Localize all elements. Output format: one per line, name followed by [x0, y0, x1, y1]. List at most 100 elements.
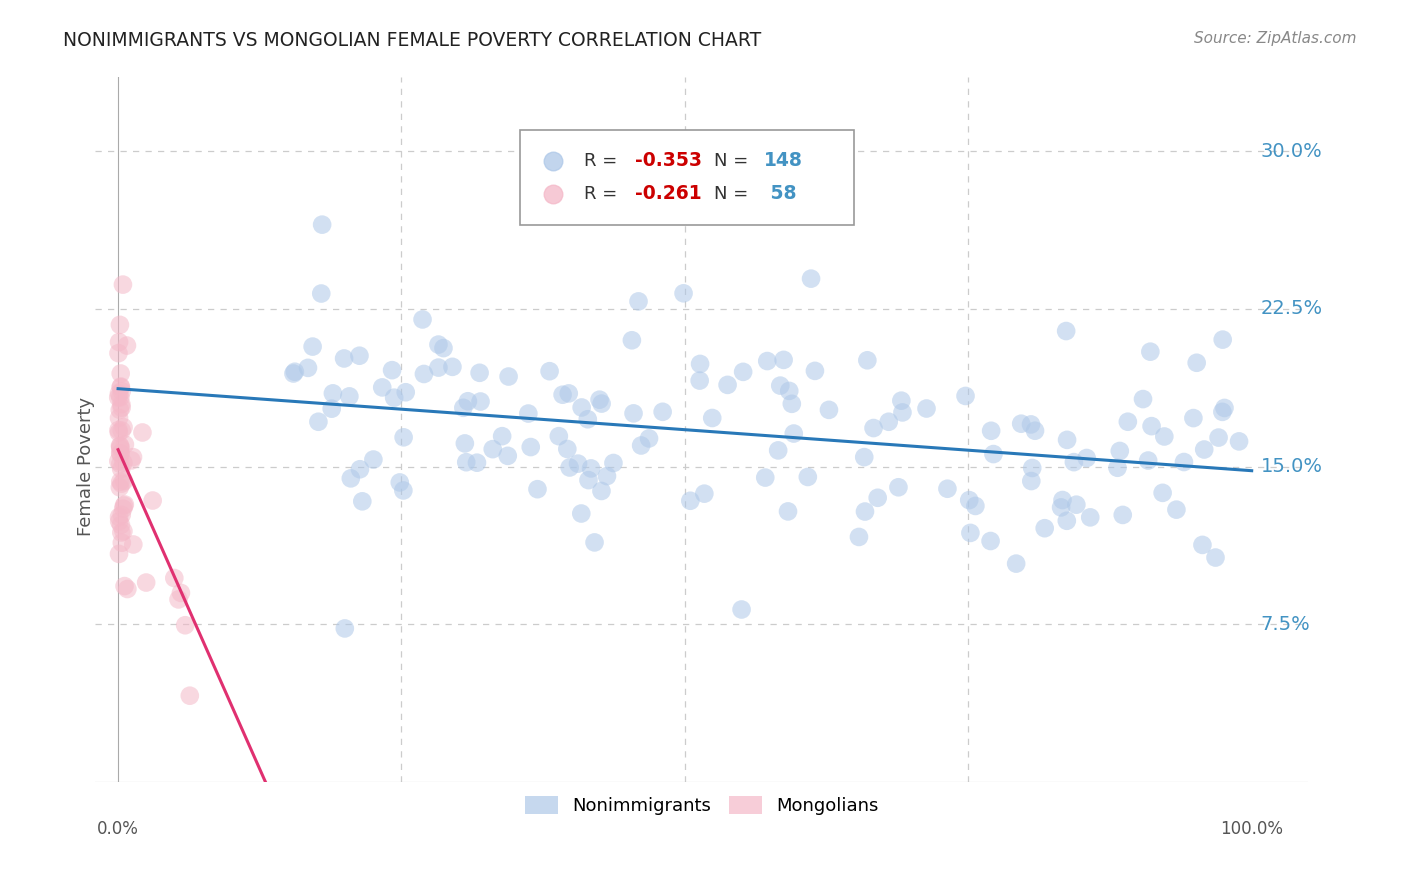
Point [679, 493, 702, 508]
Point [114, 437, 136, 451]
Point [114, 498, 136, 512]
Point [856, 353, 879, 368]
Point [716, 377, 738, 392]
Point [321, 401, 343, 416]
Point [333, 622, 356, 636]
Point [112, 524, 135, 538]
Point [481, 442, 503, 457]
Point [322, 386, 344, 401]
Point [1050, 500, 1073, 515]
Point [588, 392, 610, 407]
Point [1153, 429, 1175, 443]
Point [772, 352, 794, 367]
Point [517, 407, 540, 421]
Text: 100.0%: 100.0% [1220, 820, 1284, 838]
Point [1191, 538, 1213, 552]
Point [110, 476, 132, 491]
Point [778, 384, 800, 398]
Point [108, 425, 131, 440]
Point [853, 504, 876, 518]
Point [955, 389, 977, 403]
Point [108, 411, 131, 425]
Point [112, 474, 135, 488]
Point [121, 453, 143, 467]
Point [1182, 411, 1205, 425]
Text: 148: 148 [763, 151, 803, 170]
Point [702, 411, 724, 425]
Point [1056, 433, 1078, 447]
Point [110, 442, 132, 456]
Point [363, 452, 385, 467]
Point [1078, 510, 1101, 524]
Text: Source: ZipAtlas.com: Source: ZipAtlas.com [1194, 31, 1357, 46]
Point [108, 439, 131, 453]
Point [848, 530, 870, 544]
Point [800, 271, 823, 285]
FancyBboxPatch shape [520, 130, 853, 226]
Point [108, 402, 131, 417]
Point [309, 286, 332, 301]
Point [980, 534, 1002, 549]
Point [651, 405, 673, 419]
Point [558, 460, 581, 475]
Point [1005, 557, 1028, 571]
Point [733, 365, 755, 379]
Point [1132, 392, 1154, 406]
Point [1052, 493, 1074, 508]
Point [110, 475, 132, 489]
Point [557, 442, 579, 456]
Point [163, 571, 186, 585]
Point [115, 338, 138, 352]
Point [108, 439, 131, 453]
Point [108, 318, 131, 332]
Point [311, 218, 333, 232]
Point [957, 493, 980, 508]
Point [110, 380, 132, 394]
Point [108, 514, 131, 528]
Point [804, 364, 827, 378]
Point [427, 360, 450, 375]
Point [980, 424, 1002, 438]
Point [111, 401, 134, 415]
Point [413, 367, 436, 381]
Point [693, 486, 716, 500]
Point [454, 436, 477, 450]
Point [470, 394, 492, 409]
Point [110, 391, 132, 405]
Point [412, 312, 434, 326]
Point [769, 378, 792, 392]
Point [638, 432, 661, 446]
Point [432, 341, 454, 355]
Point [877, 415, 900, 429]
Point [468, 366, 491, 380]
Point [388, 475, 411, 490]
Point [672, 286, 695, 301]
Point [111, 535, 134, 549]
Point [591, 396, 613, 410]
Text: -0.261: -0.261 [636, 184, 702, 203]
Point [571, 401, 593, 415]
Point [453, 401, 475, 415]
Text: 7.5%: 7.5% [1261, 615, 1310, 633]
Point [783, 426, 806, 441]
Point [766, 443, 789, 458]
Point [1024, 424, 1046, 438]
Point [853, 450, 876, 464]
Point [891, 405, 914, 419]
Point [131, 425, 153, 440]
Point [307, 415, 329, 429]
Point [1056, 514, 1078, 528]
Point [630, 438, 652, 452]
Point [110, 379, 132, 393]
Text: 15.0%: 15.0% [1261, 457, 1323, 476]
Point [1010, 417, 1032, 431]
Point [491, 429, 513, 443]
Point [1208, 431, 1230, 445]
Point [170, 586, 193, 600]
Point [167, 592, 190, 607]
Point [465, 456, 488, 470]
Point [1116, 415, 1139, 429]
Point [117, 582, 139, 596]
Point [1107, 460, 1129, 475]
Point [110, 457, 132, 471]
